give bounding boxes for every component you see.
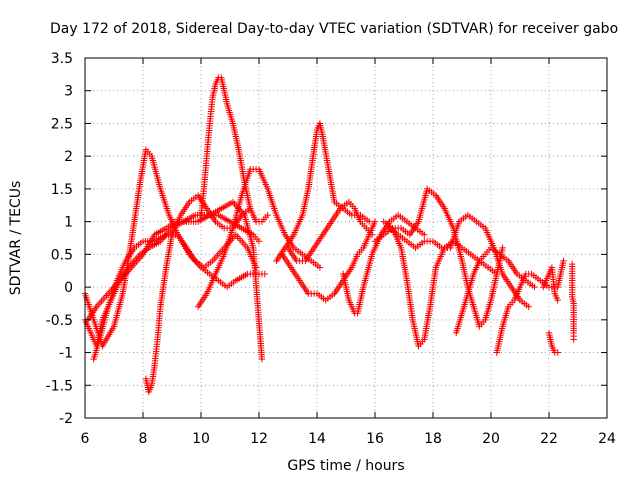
y-tick-label: 3 xyxy=(64,84,73,100)
data-point xyxy=(264,211,271,219)
y-tick-label: 2 xyxy=(64,149,73,165)
x-axis-title: GPS time / hours xyxy=(287,458,404,474)
x-tick-label: 22 xyxy=(540,431,558,447)
x-tick-label: 14 xyxy=(308,431,326,447)
x-tick-label: 8 xyxy=(139,431,148,447)
data-point xyxy=(258,355,266,363)
plot-frame xyxy=(84,57,608,419)
y-axis-title: SDTVAR / TECUs xyxy=(8,181,24,296)
data-point xyxy=(570,336,577,343)
y-tick-label: -2 xyxy=(59,411,73,427)
tick-layer: 6 8 10 12 14 16 18 20 22 24 -2 -1.5 -1 -0.5 0 0.5 1 1.5 2 2… xyxy=(46,51,616,447)
y-tick-label: -1.5 xyxy=(46,378,73,394)
data-point xyxy=(554,296,561,304)
y-tick-label: 1.5 xyxy=(51,182,73,198)
x-tick-label: 16 xyxy=(366,431,384,447)
y-tick-label: 2.5 xyxy=(51,116,73,132)
data-point xyxy=(368,231,376,238)
data-point xyxy=(525,303,532,310)
data-point xyxy=(554,349,561,356)
grid-layer xyxy=(85,58,607,418)
x-tick-label: 20 xyxy=(482,431,500,447)
data-point xyxy=(421,231,428,238)
y-tick-label: 3.5 xyxy=(51,51,73,67)
data-point xyxy=(261,270,268,278)
y-tick-label: 0.5 xyxy=(51,247,73,263)
data-point xyxy=(255,238,263,245)
y-tick-label: 1 xyxy=(64,215,73,231)
y-tick-label: -0.5 xyxy=(46,313,73,329)
chart-title: Day 172 of 2018, Sidereal Day-to-day VTE… xyxy=(50,21,618,37)
x-tick-label: 24 xyxy=(598,431,616,447)
y-tick-label: -1 xyxy=(59,346,73,362)
x-tick-label: 6 xyxy=(81,431,90,447)
data-point xyxy=(371,218,379,225)
x-tick-label: 10 xyxy=(192,431,210,447)
x-tick-label: 12 xyxy=(250,431,268,447)
x-tick-label: 18 xyxy=(424,431,442,447)
data-point xyxy=(316,264,324,271)
data-layer xyxy=(81,74,577,396)
y-tick-label: 0 xyxy=(64,280,73,296)
data-point xyxy=(531,283,538,291)
data-point xyxy=(560,257,567,265)
data-point xyxy=(366,218,373,225)
data-point xyxy=(499,244,506,252)
